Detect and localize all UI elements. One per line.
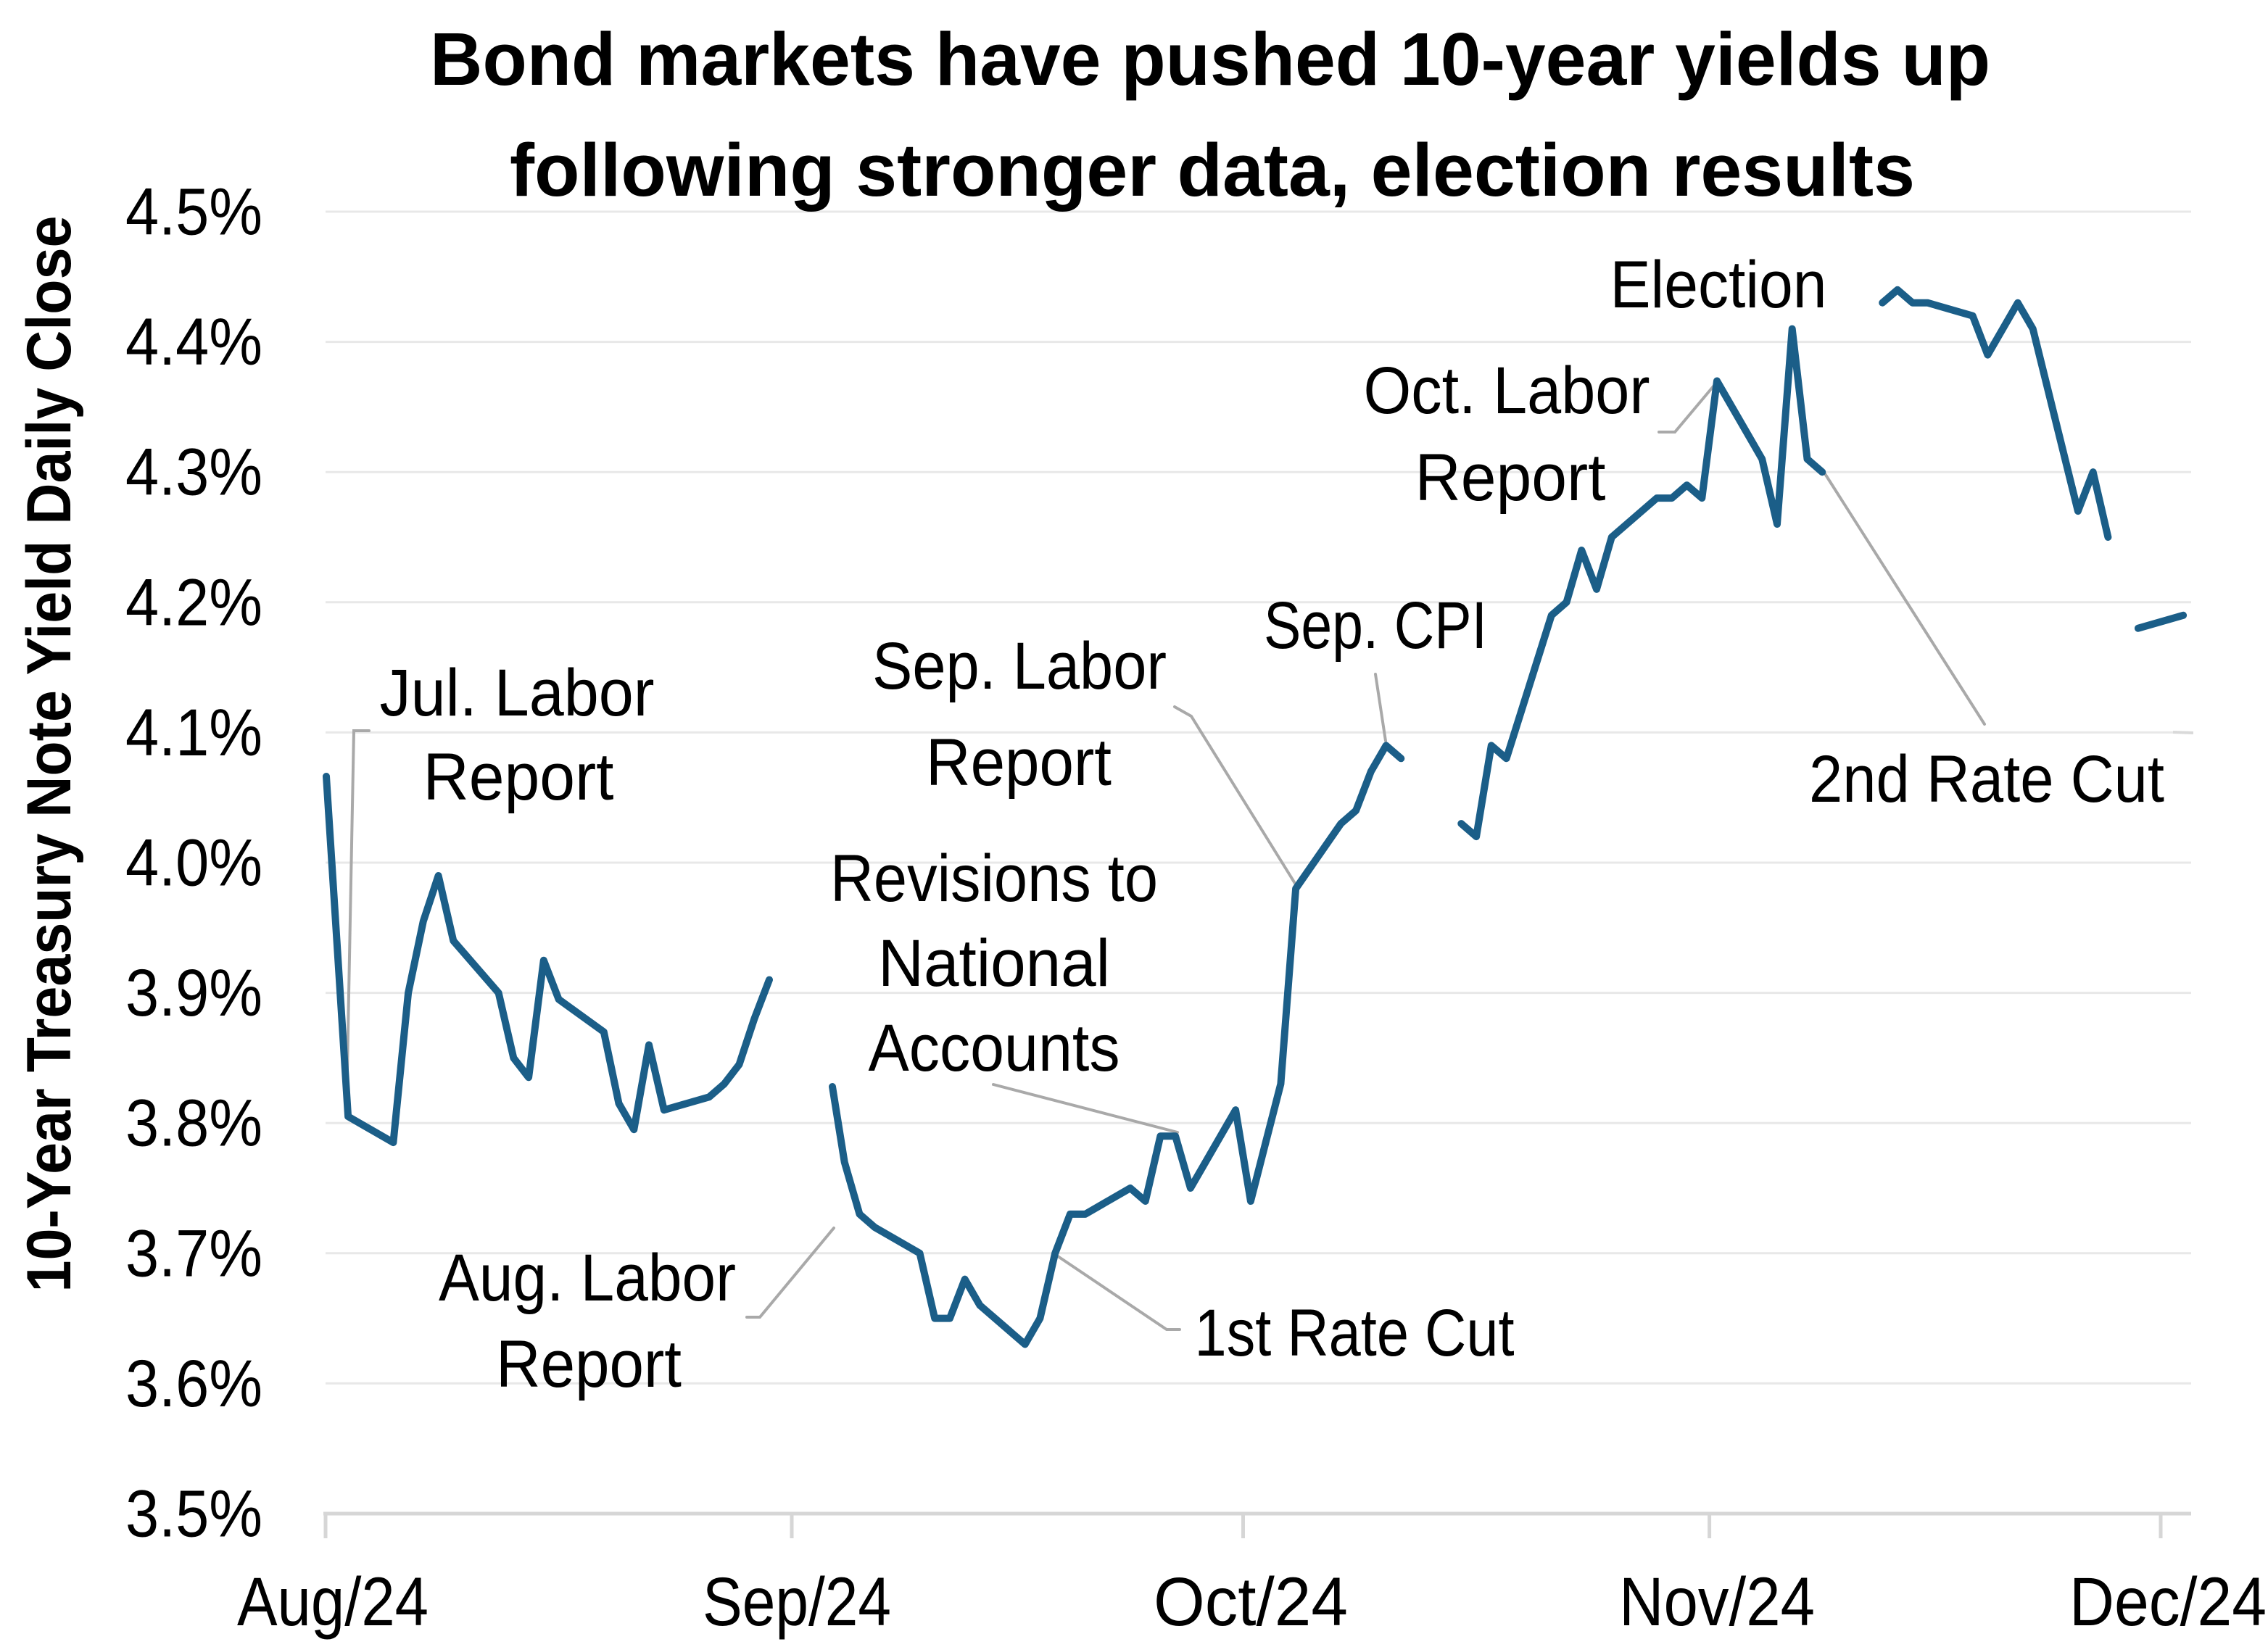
svg-text:3.6%: 3.6% (125, 1347, 262, 1421)
svg-text:Sep. CPI: Sep. CPI (1264, 589, 1487, 663)
svg-text:Sep/24: Sep/24 (703, 1564, 891, 1640)
svg-text:Report: Report (496, 1327, 682, 1401)
svg-text:2nd Rate Cut: 2nd Rate Cut (1809, 742, 2164, 816)
svg-text:4.3%: 4.3% (125, 436, 262, 510)
svg-text:4.1%: 4.1% (125, 696, 262, 770)
svg-text:4.0%: 4.0% (125, 826, 262, 900)
svg-text:Jul. Labor: Jul. Labor (380, 656, 655, 730)
svg-text:Aug/24: Aug/24 (237, 1564, 429, 1640)
svg-text:3.5%: 3.5% (125, 1477, 262, 1551)
svg-text:Revisions to: Revisions to (830, 842, 1158, 916)
svg-text:Oct/24: Oct/24 (1154, 1564, 1348, 1640)
svg-text:Aug. Labor: Aug. Labor (439, 1241, 736, 1315)
svg-text:3.8%: 3.8% (125, 1087, 262, 1161)
svg-text:Report: Report (1415, 441, 1606, 515)
svg-text:Oct. Labor: Oct. Labor (1364, 354, 1650, 428)
svg-text:Sep. Labor: Sep. Labor (872, 629, 1167, 703)
svg-text:1st Rate Cut: 1st Rate Cut (1195, 1296, 1515, 1370)
svg-text:Dec/24: Dec/24 (2069, 1564, 2267, 1640)
svg-text:3.9%: 3.9% (125, 956, 262, 1030)
svg-text:4.4%: 4.4% (125, 305, 262, 379)
svg-text:Report: Report (423, 740, 614, 814)
svg-text:4.5%: 4.5% (125, 175, 262, 249)
svg-text:following stronger data, elect: following stronger data, election result… (510, 128, 1915, 212)
svg-text:Bond markets have pushed 10-ye: Bond markets have pushed 10-year yields … (430, 17, 1990, 101)
svg-text:Nov/24: Nov/24 (1619, 1564, 1815, 1640)
svg-text:Report: Report (926, 726, 1112, 800)
svg-text:4.2%: 4.2% (125, 565, 262, 639)
svg-text:Election: Election (1610, 248, 1827, 322)
svg-text:10-Year Treasury Note Yield Da: 10-Year Treasury Note Yield Daily Close (15, 216, 84, 1293)
svg-text:National: National (878, 926, 1110, 1000)
svg-text:3.7%: 3.7% (125, 1216, 262, 1290)
svg-text:Accounts: Accounts (869, 1011, 1120, 1085)
